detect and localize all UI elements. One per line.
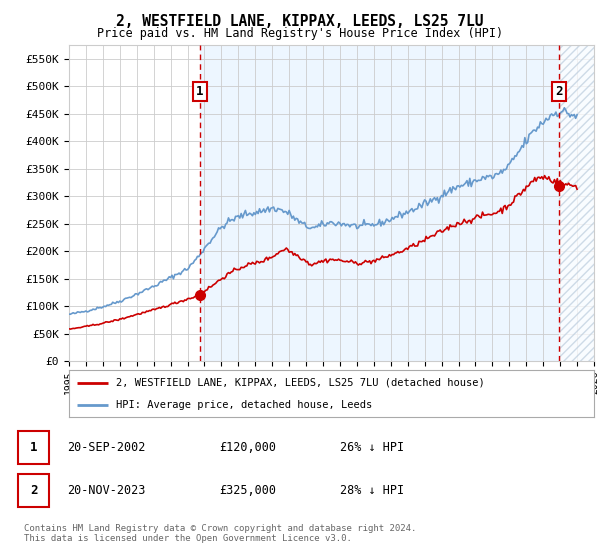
Bar	[559, 45, 600, 361]
Text: 20-NOV-2023: 20-NOV-2023	[67, 484, 145, 497]
Text: £120,000: £120,000	[220, 441, 277, 454]
Text: 1: 1	[30, 441, 37, 454]
Text: 26% ↓ HPI: 26% ↓ HPI	[340, 441, 404, 454]
Text: 28% ↓ HPI: 28% ↓ HPI	[340, 484, 404, 497]
FancyBboxPatch shape	[18, 474, 49, 507]
Text: 2, WESTFIELD LANE, KIPPAX, LEEDS, LS25 7LU (detached house): 2, WESTFIELD LANE, KIPPAX, LEEDS, LS25 7…	[116, 378, 485, 388]
Text: HPI: Average price, detached house, Leeds: HPI: Average price, detached house, Leed…	[116, 400, 373, 410]
Text: 20-SEP-2002: 20-SEP-2002	[67, 441, 145, 454]
Text: £325,000: £325,000	[220, 484, 277, 497]
Text: 2: 2	[555, 85, 563, 98]
Bar	[200, 45, 600, 361]
Text: 1: 1	[196, 85, 203, 98]
Text: 2: 2	[30, 484, 37, 497]
Text: 2, WESTFIELD LANE, KIPPAX, LEEDS, LS25 7LU: 2, WESTFIELD LANE, KIPPAX, LEEDS, LS25 7…	[116, 14, 484, 29]
FancyBboxPatch shape	[18, 431, 49, 464]
Text: Contains HM Land Registry data © Crown copyright and database right 2024.
This d: Contains HM Land Registry data © Crown c…	[24, 524, 416, 543]
Text: Price paid vs. HM Land Registry's House Price Index (HPI): Price paid vs. HM Land Registry's House …	[97, 27, 503, 40]
